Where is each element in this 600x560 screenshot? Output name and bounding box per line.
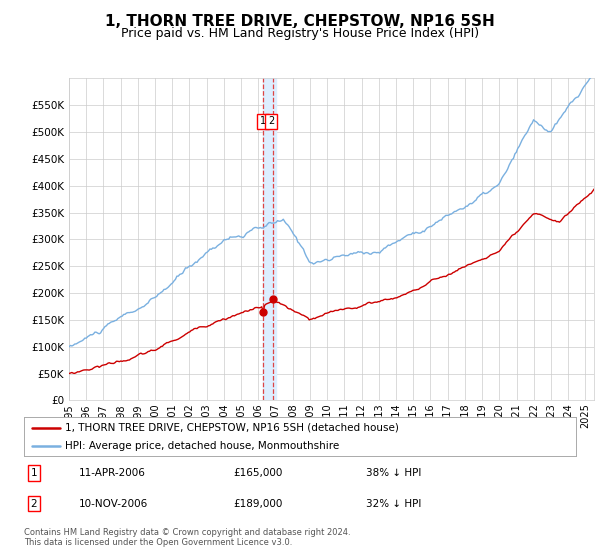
Text: 10-NOV-2006: 10-NOV-2006 <box>79 498 148 508</box>
Text: Price paid vs. HM Land Registry's House Price Index (HPI): Price paid vs. HM Land Registry's House … <box>121 27 479 40</box>
Text: 38% ↓ HPI: 38% ↓ HPI <box>366 468 422 478</box>
Text: 11-APR-2006: 11-APR-2006 <box>79 468 146 478</box>
Text: HPI: Average price, detached house, Monmouthshire: HPI: Average price, detached house, Monm… <box>65 441 340 451</box>
Text: 1, THORN TREE DRIVE, CHEPSTOW, NP16 5SH (detached house): 1, THORN TREE DRIVE, CHEPSTOW, NP16 5SH … <box>65 423 399 433</box>
Text: 1, THORN TREE DRIVE, CHEPSTOW, NP16 5SH: 1, THORN TREE DRIVE, CHEPSTOW, NP16 5SH <box>105 14 495 29</box>
Text: 1: 1 <box>31 468 37 478</box>
Text: £165,000: £165,000 <box>234 468 283 478</box>
Bar <box>263 78 275 400</box>
Text: £189,000: £189,000 <box>234 498 283 508</box>
Text: 2: 2 <box>31 498 37 508</box>
Text: 32% ↓ HPI: 32% ↓ HPI <box>366 498 422 508</box>
Text: 2: 2 <box>268 116 274 127</box>
Text: Contains HM Land Registry data © Crown copyright and database right 2024.
This d: Contains HM Land Registry data © Crown c… <box>24 528 350 547</box>
Text: 1: 1 <box>260 116 266 127</box>
